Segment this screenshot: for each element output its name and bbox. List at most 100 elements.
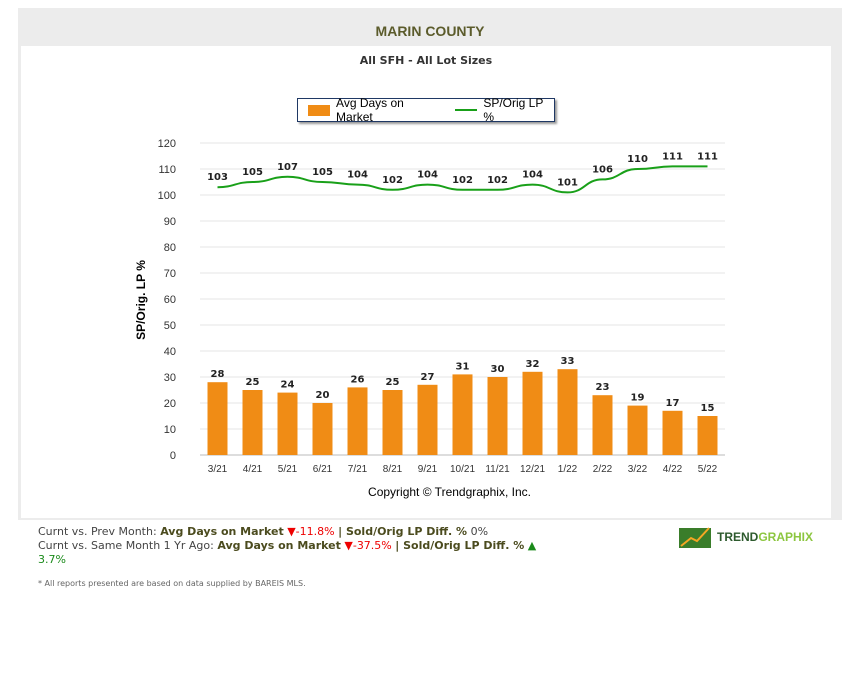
y-tick-label: 80	[164, 242, 176, 254]
line-data-label: 102	[452, 175, 473, 186]
comparison-summary: Curnt vs. Prev Month: Avg Days on Market…	[38, 525, 536, 567]
metric-dom: Avg Days on Market	[217, 539, 341, 552]
legend-line-swatch	[455, 109, 478, 111]
bar	[382, 390, 403, 455]
metric-sp: | Sold/Orig LP Diff. %	[338, 525, 468, 538]
x-tick-label: 5/21	[278, 464, 298, 475]
prev-dom-change: -11.8%	[295, 525, 335, 538]
y-tick-label: 0	[170, 450, 176, 462]
metric-sp: | Sold/Orig LP Diff. %	[395, 539, 525, 552]
x-tick-label: 12/21	[520, 464, 545, 475]
bar	[557, 369, 578, 455]
bar	[522, 371, 543, 455]
x-tick-label: 4/21	[243, 464, 263, 475]
y-axis-label: SP/Orig. LP %	[134, 260, 148, 340]
bar-data-label: 19	[631, 393, 645, 404]
up-arrow-icon: ▲	[527, 539, 537, 552]
line-data-label: 105	[312, 167, 333, 178]
bar	[662, 410, 683, 455]
x-tick-label: 5/22	[698, 464, 718, 475]
line-data-label: 102	[382, 175, 403, 186]
bar	[417, 384, 438, 455]
bar	[347, 387, 368, 455]
trendgraphix-logo: TRENDGRAPHIX	[679, 526, 813, 548]
line-data-label: 107	[277, 162, 298, 173]
line-data-label: 110	[627, 154, 648, 165]
yr-sp-change: 3.7%	[38, 553, 66, 566]
bar-data-label: 23	[596, 382, 610, 393]
bar	[697, 416, 718, 455]
x-tick-label: 1/22	[558, 464, 578, 475]
bar-data-label: 25	[246, 377, 260, 388]
bar-data-label: 20	[316, 390, 330, 401]
x-tick-label: 11/21	[485, 464, 510, 475]
line-data-label: 111	[697, 151, 718, 162]
y-tick-label: 100	[158, 190, 176, 202]
data-source-note: * All reports presented are based on dat…	[38, 579, 306, 588]
y-tick-label: 90	[164, 216, 176, 228]
line-data-label: 104	[417, 170, 438, 181]
bar	[487, 377, 508, 455]
report-panel: MARIN COUNTY All SFH - All Lot Sizes Avg…	[18, 8, 842, 520]
bar	[592, 395, 613, 455]
x-tick-label: 3/21	[208, 464, 228, 475]
y-tick-label: 70	[164, 268, 176, 280]
logo-text-graphix: GRAPHIX	[758, 530, 814, 544]
x-tick-label: 6/21	[313, 464, 333, 475]
down-arrow-icon: ▼	[344, 539, 353, 552]
bar-data-label: 32	[526, 359, 540, 370]
x-tick-label: 7/21	[348, 464, 368, 475]
bar	[312, 403, 333, 455]
y-tick-label: 30	[164, 372, 176, 384]
logo-text-trend: TREND	[717, 530, 759, 544]
y-tick-label: 50	[164, 320, 176, 332]
bar	[277, 392, 298, 455]
y-tick-label: 120	[158, 138, 176, 150]
bar-data-label: 17	[666, 398, 680, 409]
legend-label-dom: Avg Days on Market	[336, 96, 404, 124]
bar-data-label: 15	[701, 403, 715, 414]
bar-data-label: 27	[421, 372, 435, 383]
copyright: Copyright © Trendgraphix, Inc.	[368, 485, 531, 499]
bar-data-label: 24	[281, 380, 295, 391]
x-tick-label: 3/22	[628, 464, 648, 475]
chart-subtitle: All SFH - All Lot Sizes	[359, 54, 493, 67]
legend-bar-swatch	[308, 104, 331, 116]
bar-data-label: 25	[386, 377, 400, 388]
yr-dom-change: -37.5%	[352, 539, 392, 552]
chart-svg: 0 10 20 30 40 50 60 70 80 90 100 110 120 SP/Orig. LP …	[134, 138, 725, 499]
chart-legend: Avg Days on Market SP/Orig LP %	[297, 96, 555, 124]
bar	[242, 390, 263, 455]
sp-orig-lp-line	[217, 165, 708, 194]
line-data-label: 105	[242, 167, 263, 178]
y-tick-label: 60	[164, 294, 176, 306]
bar	[452, 374, 473, 455]
legend-label-sp: SP/Orig LP %	[483, 96, 544, 124]
bar	[207, 382, 228, 455]
bar	[627, 405, 648, 455]
y-tick-label: 10	[164, 424, 176, 436]
x-tick-label: 10/21	[450, 464, 475, 475]
logo-chart-icon	[679, 527, 711, 548]
bar-data-label: 26	[351, 374, 365, 385]
bar-data-label: 33	[561, 356, 575, 367]
y-tick-label: 40	[164, 346, 176, 358]
x-tick-label: 4/22	[663, 464, 683, 475]
line-data-label: 111	[662, 151, 683, 162]
line-data-label: 101	[557, 177, 578, 188]
bar-data-label: 30	[491, 364, 505, 375]
line-data-label: 104	[522, 170, 543, 181]
metric-dom: Avg Days on Market	[160, 525, 284, 538]
bar-data-label: 28	[211, 369, 225, 380]
x-tick-label: 2/22	[593, 464, 613, 475]
line-data-label: 104	[347, 170, 368, 181]
line-data-label: 106	[592, 164, 613, 175]
x-tick-label: 8/21	[383, 464, 403, 475]
y-tick-label: 20	[164, 398, 176, 410]
down-arrow-icon: ▼	[287, 525, 296, 538]
line-data-label: 102	[487, 175, 508, 186]
bar-data-label: 31	[456, 361, 470, 372]
prev-month-label: Curnt vs. Prev Month:	[38, 525, 157, 538]
yr-label: Curnt vs. Same Month 1 Yr Ago:	[38, 539, 214, 552]
prev-sp-change: 0%	[470, 525, 489, 538]
